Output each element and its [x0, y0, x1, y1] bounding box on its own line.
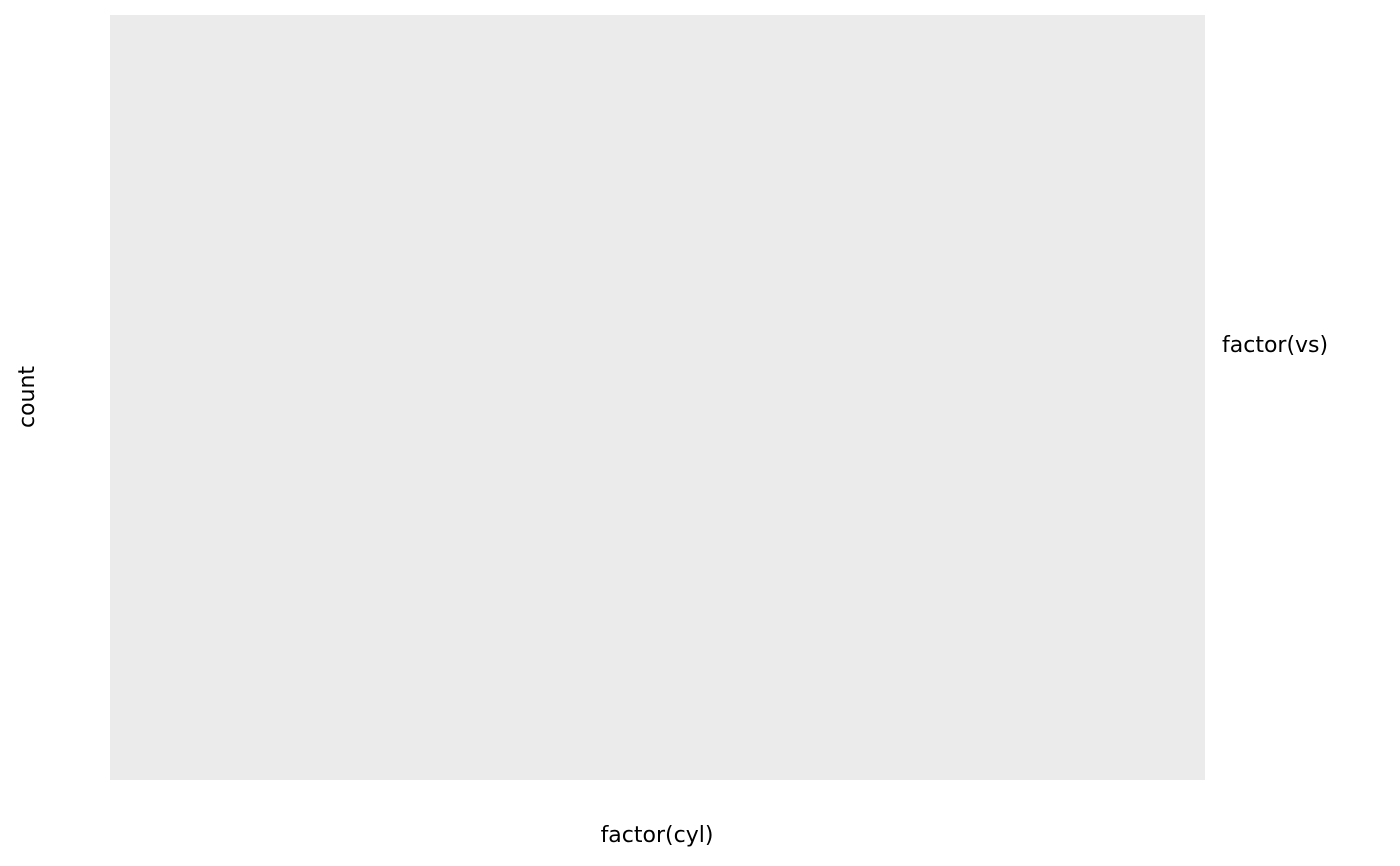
legend-title: factor(vs)	[1222, 333, 1328, 358]
legend: factor(vs)	[1222, 333, 1328, 358]
x-axis-title: factor(cyl)	[601, 823, 714, 848]
panel	[110, 15, 1205, 780]
y-axis-title: count	[15, 366, 40, 428]
